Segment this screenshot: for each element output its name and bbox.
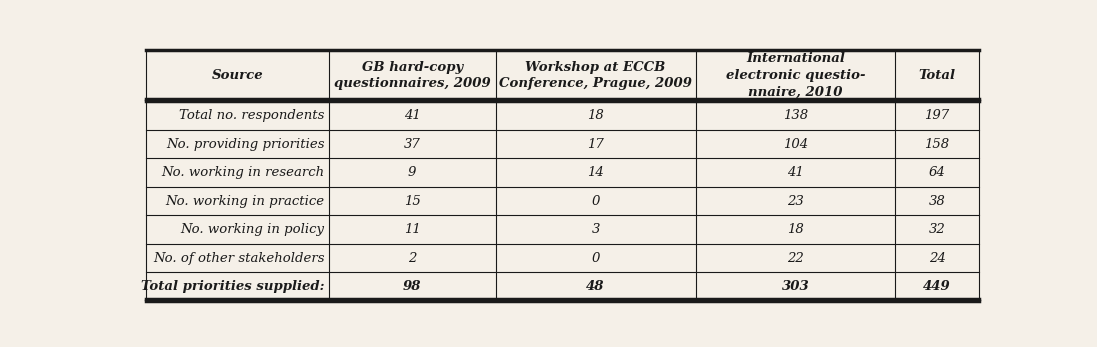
Text: 18: 18 xyxy=(788,223,804,236)
Text: 17: 17 xyxy=(587,137,604,151)
Text: No. working in policy: No. working in policy xyxy=(181,223,325,236)
Text: 2: 2 xyxy=(408,252,417,264)
Text: 41: 41 xyxy=(404,109,420,122)
Text: 11: 11 xyxy=(404,223,420,236)
Text: 3: 3 xyxy=(591,223,600,236)
Text: 37: 37 xyxy=(404,137,420,151)
Text: 18: 18 xyxy=(587,109,604,122)
Text: 158: 158 xyxy=(925,137,950,151)
Text: 138: 138 xyxy=(783,109,808,122)
Text: 98: 98 xyxy=(403,280,421,293)
Text: International
electronic questio-
nnaire, 2010: International electronic questio- nnaire… xyxy=(726,52,866,99)
Text: 197: 197 xyxy=(925,109,950,122)
Text: 15: 15 xyxy=(404,195,420,208)
Text: 449: 449 xyxy=(924,280,951,293)
Text: 64: 64 xyxy=(929,166,946,179)
Text: 303: 303 xyxy=(782,280,810,293)
Text: No. of other stakeholders: No. of other stakeholders xyxy=(154,252,325,264)
Text: Total priorities supplied:: Total priorities supplied: xyxy=(142,280,325,293)
Text: GB hard-copy
questionnaires, 2009: GB hard-copy questionnaires, 2009 xyxy=(333,61,490,90)
Text: Total: Total xyxy=(918,69,955,82)
Text: 14: 14 xyxy=(587,166,604,179)
Text: 104: 104 xyxy=(783,137,808,151)
Text: 0: 0 xyxy=(591,252,600,264)
Text: 38: 38 xyxy=(929,195,946,208)
Text: 23: 23 xyxy=(788,195,804,208)
Text: 22: 22 xyxy=(788,252,804,264)
Text: 48: 48 xyxy=(586,280,604,293)
Text: Workshop at ECCB
Conference, Prague, 2009: Workshop at ECCB Conference, Prague, 200… xyxy=(499,61,692,90)
Text: Total no. respondents: Total no. respondents xyxy=(179,109,325,122)
Text: No. providing priorities: No. providing priorities xyxy=(166,137,325,151)
Text: No. working in practice: No. working in practice xyxy=(166,195,325,208)
Text: Source: Source xyxy=(212,69,263,82)
Text: 0: 0 xyxy=(591,195,600,208)
Text: 41: 41 xyxy=(788,166,804,179)
Text: 24: 24 xyxy=(929,252,946,264)
Text: No. working in research: No. working in research xyxy=(161,166,325,179)
Text: 32: 32 xyxy=(929,223,946,236)
Text: 9: 9 xyxy=(408,166,417,179)
